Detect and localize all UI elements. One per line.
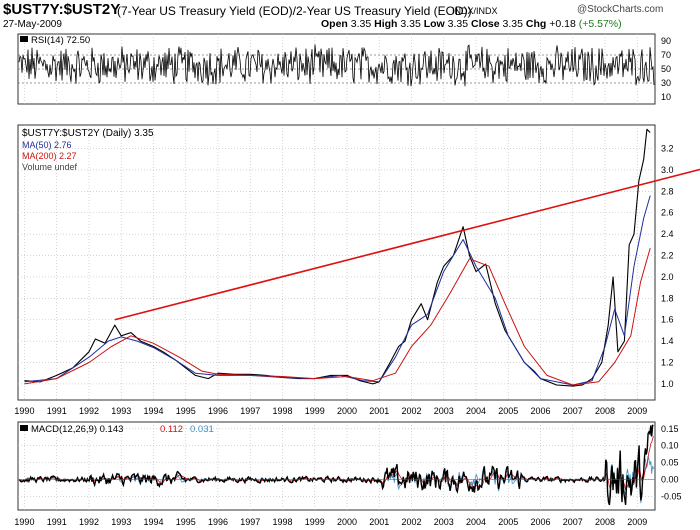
macd-x-tick-label: 1995 [176,517,196,527]
macd-signal-value: 0.112 [160,424,183,435]
price-x-tick-label: 2007 [563,406,583,416]
price-x-tick-label: 1990 [14,406,34,416]
open-label: Open [321,18,348,30]
price-panel-frame [17,124,656,401]
price-y-tick-label: 2.8 [661,186,674,196]
rsi-y-tick-label: 70 [661,50,671,60]
close-label: Close [471,18,500,30]
rsi-legend-label: RSI(14) 72.50 [31,35,90,46]
rsi-legend-swatch [20,36,28,42]
price-y-tick-label: 1.6 [661,315,674,325]
price-y-tick-label: 2.0 [661,272,674,282]
macd-x-tick-label: 1994 [143,517,163,527]
macd-histogram-value: 0.031 [190,424,214,435]
price-x-tick-label: 2000 [337,406,357,416]
macd-x-tick-label: 2004 [466,517,486,527]
open-value: 3.35 [350,18,372,30]
price-y-tick-label: 3.0 [661,165,674,175]
macd-x-tick-label: 2001 [369,517,389,527]
chg-label: Chg [525,18,547,30]
chg-value: +0.18 [549,18,576,30]
macd-x-tick-label: 1993 [111,517,131,527]
ma200-legend-label: MA(200) 2.27 [22,151,77,161]
macd-panel-frame [17,421,656,511]
price-y-tick-label: 2.2 [661,251,674,261]
macd-x-tick-label: 2008 [595,517,615,527]
brand-logo: @StockCharts.com [577,4,664,15]
macd-y-tick-label: 0.05 [661,458,679,468]
price-x-tick-label: 1992 [79,406,99,416]
price-x-tick-label: 1993 [111,406,131,416]
low-value: 3.35 [447,18,469,30]
low-label: Low [423,18,445,30]
rsi-y-tick-label: 50 [661,64,671,74]
ma50-line [24,195,651,386]
macd-x-tick-label: 1991 [47,517,67,527]
price-x-tick-label: 2003 [434,406,454,416]
price-x-tick-label: 1994 [143,406,163,416]
chart-description: (7-Year US Treasury Yield (EOD)/2-Year U… [117,4,472,18]
high-label: High [374,18,398,30]
price-x-tick-label: 2004 [466,406,486,416]
price-y-tick-label: 2.6 [661,208,674,218]
macd-y-tick-label: 0.10 [661,441,679,451]
price-x-tick-label: 1991 [47,406,67,416]
price-y-tick-label: 2.4 [661,229,674,239]
macd-y-tick-label: 0.00 [661,475,679,485]
price-x-tick-label: 2008 [595,406,615,416]
macd-y-tick-label: 0.15 [661,424,679,434]
trendline [114,168,700,321]
ma50-legend-label: MA(50) 2.76 [22,140,72,150]
price-y-tick-label: 1.4 [661,336,674,346]
price-y-tick-label: 1.0 [661,379,674,389]
price-x-tick-label: 2002 [401,406,421,416]
price-x-tick-label: 2005 [498,406,518,416]
macd-x-tick-label: 1996 [208,517,228,527]
macd-x-tick-label: 2002 [401,517,421,527]
price-x-tick-label: 1996 [208,406,228,416]
macd-x-tick-label: 2005 [498,517,518,527]
volume-legend-label: Volume undef [22,162,78,172]
macd-x-tick-label: 2006 [530,517,550,527]
price-y-tick-label: 1.2 [661,358,674,368]
chg-percent: (+5.57%) [578,18,622,30]
chart-date: 27-May-2009 [3,19,62,30]
macd-x-tick-label: 1999 [305,517,325,527]
rsi-line [18,44,655,87]
macd-legend-label: MACD(12,26,9) 0.143 [31,424,123,435]
price-x-tick-label: 1997 [240,406,260,416]
macd-signal-line [18,436,654,491]
macd-x-tick-label: 2003 [434,517,454,527]
macd-x-tick-label: 1990 [14,517,34,527]
rsi-y-tick-label: 30 [661,78,671,88]
price-x-tick-label: 1995 [176,406,196,416]
macd-x-tick-label: 1997 [240,517,260,527]
rsi-y-tick-label: 10 [661,92,671,102]
high-value: 3.35 [400,18,421,30]
price-x-tick-label: 2006 [530,406,550,416]
macd-legend-swatch [20,425,28,431]
macd-line [18,424,654,506]
price-x-tick-label: 1998 [272,406,292,416]
ohlc-readout: Open 3.35 High 3.35 Low 3.35 Close 3.35 … [321,18,622,30]
price-y-tick-label: 1.8 [661,293,674,303]
rsi-y-tick-label: 90 [661,36,671,46]
macd-x-tick-label: 1998 [272,517,292,527]
price-x-tick-label: 1999 [305,406,325,416]
macd-x-tick-label: 2007 [563,517,583,527]
price-y-tick-label: 3.2 [661,144,674,154]
price-legend-label: $UST7Y:$UST2Y (Daily) 3.35 [22,128,154,139]
ma200-line [24,247,651,386]
macd-x-tick-label: 2009 [627,517,647,527]
price-x-tick-label: 2009 [627,406,647,416]
macd-x-tick-label: 2000 [337,517,357,527]
chart-symbol: $UST7Y:$UST2Y [3,1,121,18]
close-value: 3.35 [502,18,523,30]
macd-y-tick-label: -0.05 [661,491,682,501]
exchange-label: INDX/INDX [452,6,498,16]
price-series-line [24,128,651,387]
price-x-tick-label: 2001 [369,406,389,416]
macd-x-tick-label: 1992 [79,517,99,527]
